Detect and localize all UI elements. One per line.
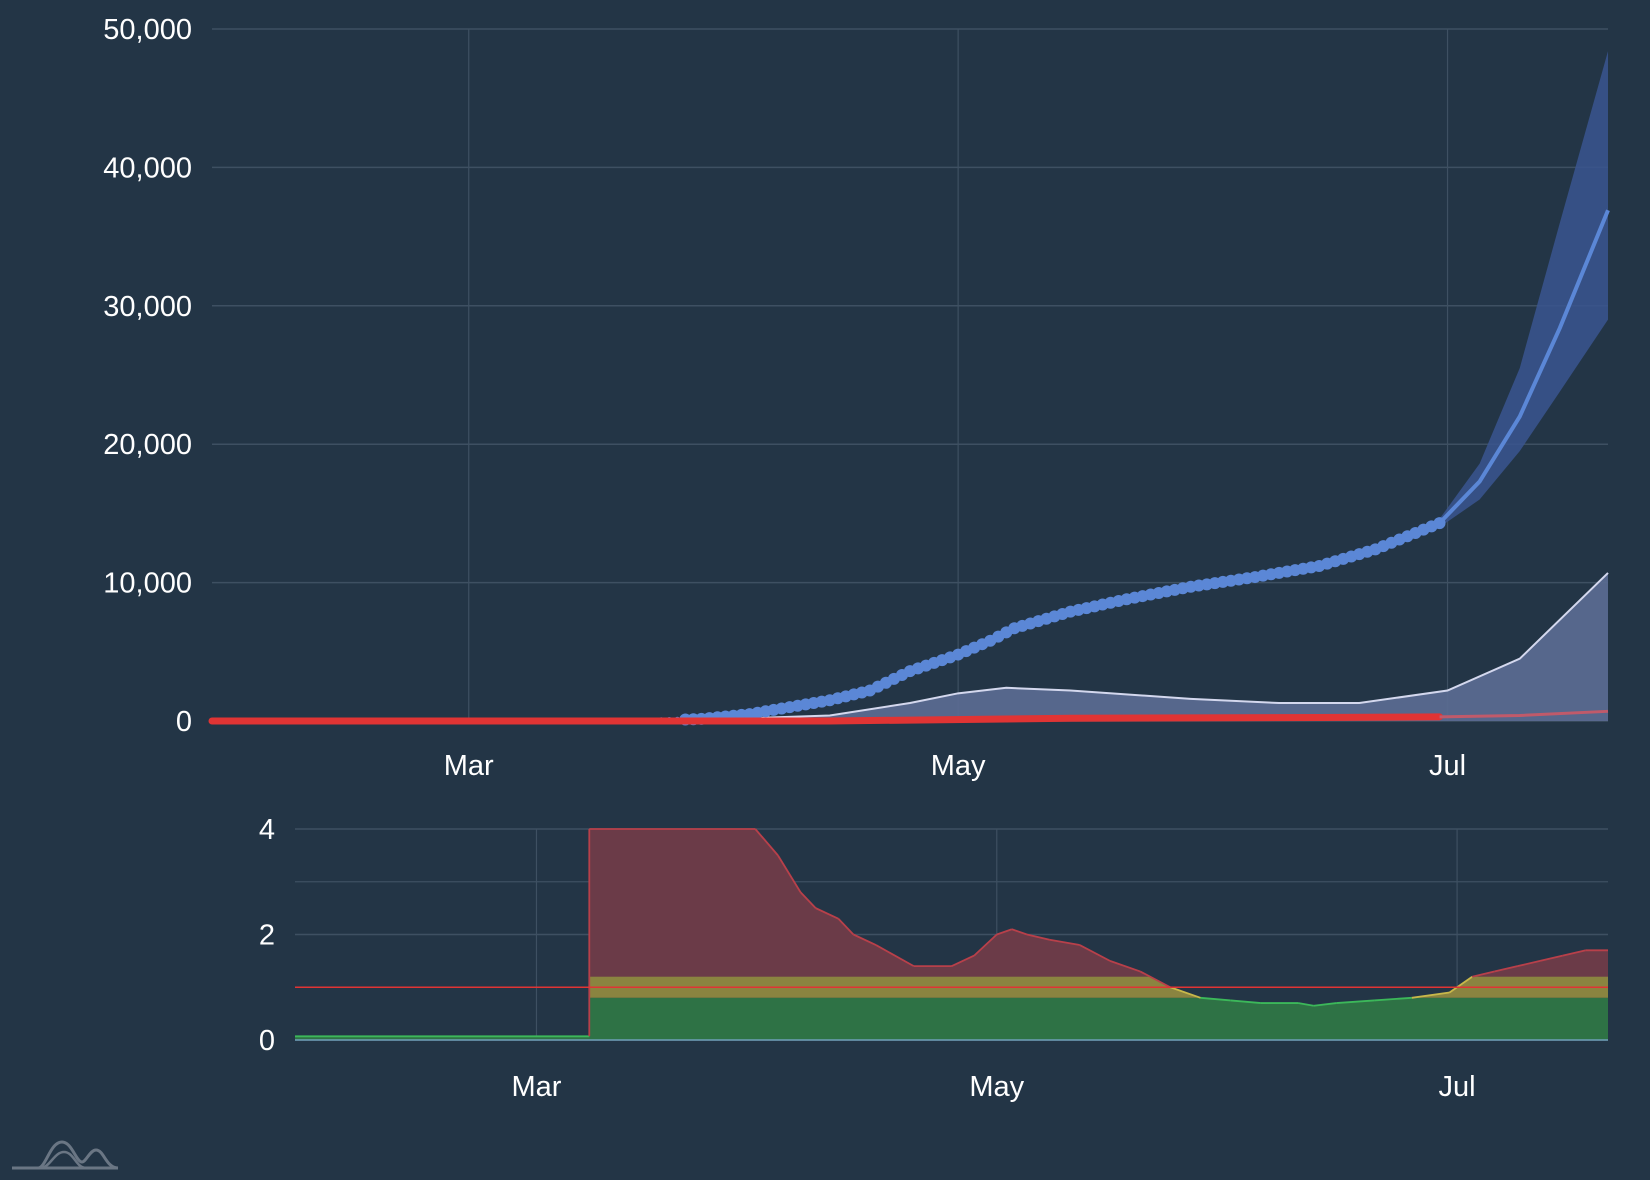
rt-segment — [1374, 996, 1412, 1002]
y-tick-label: 0 — [259, 1025, 275, 1057]
rt-segment — [1411, 991, 1450, 999]
deaths-projection-line — [1439, 709, 1609, 719]
rt-segment — [951, 954, 975, 967]
rt-segment — [1200, 996, 1231, 1002]
cases-plot: 0 10,000 20,000 30,000 40,000 50,000 Mar May Jul — [103, 14, 1610, 782]
rt-segment — [1494, 965, 1518, 973]
x-tick-label: May — [969, 1071, 1024, 1103]
rt-segment — [1170, 986, 1201, 999]
rt-segment — [837, 918, 855, 936]
rt-plot: 0 2 4 Mar May Jul — [259, 814, 1608, 1103]
rt-area — [295, 829, 1608, 1040]
rt-segment — [1026, 933, 1050, 941]
y-tick-label: 4 — [259, 814, 275, 846]
rt-segment — [777, 854, 802, 893]
cases-points — [209, 517, 1446, 726]
x-tick-label: Jul — [1429, 750, 1466, 782]
rt-segment — [853, 933, 877, 946]
y-tick-label: 30,000 — [103, 291, 192, 323]
y-tick-label: 2 — [259, 920, 275, 952]
rt-segment — [815, 907, 839, 920]
rt-segment — [1449, 975, 1473, 994]
x-tick-label: Mar — [444, 750, 494, 782]
rt-segment — [1079, 944, 1111, 962]
y-tick-label: 10,000 — [103, 568, 192, 600]
x-tick-label: Jul — [1439, 1071, 1476, 1103]
x-tick-label: May — [931, 750, 986, 782]
rt-segment — [1011, 928, 1028, 936]
rt-segment — [1313, 1002, 1337, 1007]
rt-segment — [1109, 960, 1141, 973]
rt-segment — [973, 933, 998, 957]
rt-segment — [1230, 999, 1261, 1004]
y-tick-label: 20,000 — [103, 429, 192, 461]
rt-outline — [295, 828, 1608, 1038]
rt-segment — [1298, 1002, 1314, 1007]
active-area — [212, 572, 1608, 721]
logo — [10, 1138, 122, 1172]
rt-segment — [1336, 999, 1375, 1004]
y-tick-label: 40,000 — [103, 152, 192, 184]
rt-segment — [754, 828, 779, 856]
cases-point — [1433, 517, 1446, 530]
rt-segment — [1562, 949, 1586, 957]
deaths-line — [208, 713, 1444, 725]
logo-mountains-icon — [12, 1140, 119, 1170]
rt-segment — [996, 928, 1013, 936]
rt-segment — [1517, 959, 1541, 968]
rt-band-green — [295, 997, 1608, 1040]
rt-segment — [1539, 954, 1563, 962]
cases-projection-band — [1439, 51, 1608, 528]
rt-segment — [875, 944, 915, 967]
y-tick-label: 50,000 — [103, 14, 192, 46]
cases-projection-line — [1438, 209, 1610, 525]
rt-segment — [1471, 970, 1496, 978]
rt-segment — [1049, 938, 1080, 946]
x-tick-label: Mar — [511, 1071, 561, 1103]
rt-segment — [1139, 970, 1171, 989]
rt-segment — [799, 891, 817, 909]
y-tick-label: 0 — [176, 706, 192, 738]
